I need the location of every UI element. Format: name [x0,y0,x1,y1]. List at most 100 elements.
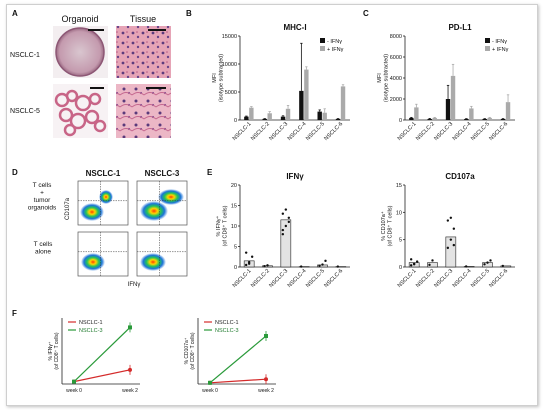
panel-e-ifng-y-tick-label: 10 [231,224,237,230]
panel-f-cd107a-x-tick-label: week 0 [202,388,218,394]
panel-d-row-coculture: T cells + tumor organoids [28,182,57,212]
panel-e-letter: E [207,168,213,177]
panel-b-x-tick-label: NSCLC-3 [268,121,289,142]
panel-e-cd107a-point [446,219,450,222]
panel-c-letter: C [363,9,369,18]
panel-b-x-tick-label: NSCLC-2 [250,121,271,142]
panel-e-ifng-x-tick-label: NSCLC-2 [250,268,271,289]
panel-e-cd107a-point [452,227,456,230]
panel-b-bar [340,86,346,120]
panel-f-cd107a-x-tick-label: week 2 [258,388,274,394]
panel-e-cd107a-point [483,263,486,266]
tissue-image-1 [116,26,171,78]
flow-density [158,189,184,205]
panel-e-ifng-point [324,259,327,263]
panel-e-ifng-point [250,255,254,258]
panel-e-cd107a-point [409,258,413,261]
organoid-cluster [93,119,107,133]
scale-bar [88,29,104,31]
panel-e-ifng-x-tick-label: NSCLC-5 [305,268,326,289]
panel-c-bar [500,118,506,120]
panel-e-cd107a-bar [427,262,438,268]
organoid-cluster [58,107,74,123]
panel-f-cd107a-series-line [209,378,267,384]
panel-c-bar [445,99,451,120]
panel-e-cd107a-x-tick-label: NSCLC-6 [488,268,509,289]
panel-e-cd107a-bar [463,266,475,268]
panel-c-y-tick-label: 2000 [390,97,402,103]
panel-e-cd107a-y-tick-label: 0 [399,265,402,271]
panel-d-header-nsclc1: NSCLC-1 [86,169,121,178]
panel-c-legend-swatch [485,46,490,51]
panel-a-row-nsclc5: NSCLC-5 [10,108,40,115]
panel-d-header-nsclc3: NSCLC-3 [145,169,180,178]
scale-bar [148,29,166,31]
panel-b-letter: B [186,9,192,18]
panel-e-cd107a-point [449,238,453,241]
panel-c-x-tick-label: NSCLC-5 [470,121,491,142]
panel-b-y-tick-label: 5000 [225,90,237,96]
panel-c-title: PD-L1 [448,23,472,32]
panel-f-ifng-x-tick-label: week 0 [66,388,82,394]
panel-b-legend-label: - IFNγ [327,39,342,45]
panel-e-ifng-point [281,212,285,215]
panel-e-cd107a-y-tick-label: 5 [399,238,402,244]
panel-e-ifng-point [284,208,288,211]
panel-c-y-label: MFI(isotype subtracted) [377,54,390,102]
panel-e-cd107a-bar [500,265,512,268]
panel-e-ifng-point [318,264,321,267]
panel-b-title: MHC-I [283,23,306,32]
panel-e-cd107a-y-label: % CD107a⁺(of CD8⁺ T cells) [380,205,394,246]
panel-e-ifng-point [281,233,285,236]
panel-b-legend-swatch [320,46,325,51]
panel-f-ifng-series-line [73,369,131,383]
panel-a-letter: A [12,9,18,18]
panel-e-ifng-point [244,263,248,267]
panel-b-y-tick-label: 15000 [222,34,237,40]
panel-b-bar [262,118,267,120]
panel-c-bar [487,117,492,120]
panel-b-x-tick-label: NSCLC-4 [287,121,308,142]
panel-c-bar [414,107,419,120]
panel-e-cd107a-y-tick-label: 10 [396,210,402,216]
panel-e-cd107a-x-tick-label: NSCLC-4 [452,268,473,289]
panel-b-x-tick-label: NSCLC-6 [323,121,344,142]
panel-f-cd107a-legend-label: NSCLC-1 [215,320,239,326]
panel-d-row-alone: T cells alone [34,241,53,256]
panel-e-ifng-x-tick-label: NSCLC-6 [323,268,344,289]
panel-c-bar [469,108,474,120]
panel-b-bar [317,111,322,120]
panel-e-ifng-point [287,216,291,219]
panel-c-y-tick-label: 6000 [390,55,402,61]
organoid-cluster [74,94,92,112]
panel-e-cd107a-point [464,265,468,268]
panel-c-legend-label: + IFNγ [492,47,509,53]
panel-f-cd107a-series-line [209,335,267,384]
panel-d-letter: D [12,168,18,177]
panel-c-y-tick-label: 4000 [390,76,402,82]
panel-b-bar [335,118,341,120]
panel-f-cd107a-legend-label: NSCLC-3 [215,328,239,334]
panel-c-x-tick-label: NSCLC-4 [452,121,473,142]
panel-a-row-nsclc1: NSCLC-1 [10,52,40,59]
panel-c-bar [505,102,511,120]
flow-density [140,253,166,271]
panel-e-cd107a-point [489,259,492,262]
flow-density [99,190,113,204]
panel-c-x-tick-label: NSCLC-3 [433,121,454,142]
panel-c-bar [450,75,456,120]
panel-e-ifng-point [263,264,266,268]
panel-c-x-tick-label: NSCLC-6 [488,121,509,142]
panel-e-ifng-bar [280,219,292,268]
panel-e-ifng-point [247,262,251,265]
panel-b-y-label: MFI(isotype subtracted) [212,54,225,102]
panel-a-header-tissue: Tissue [130,14,156,24]
panel-f-ifng-legend-label: NSCLC-1 [79,320,103,326]
panel-e-cd107a-title: CD107a [445,172,475,181]
panel-f-letter: F [12,309,17,318]
tissue-image-2 [116,84,171,138]
panel-c-x-tick-label: NSCLC-2 [415,121,436,142]
panel-e-cd107a-point [501,264,505,268]
panel-e-ifng-point [287,220,291,224]
